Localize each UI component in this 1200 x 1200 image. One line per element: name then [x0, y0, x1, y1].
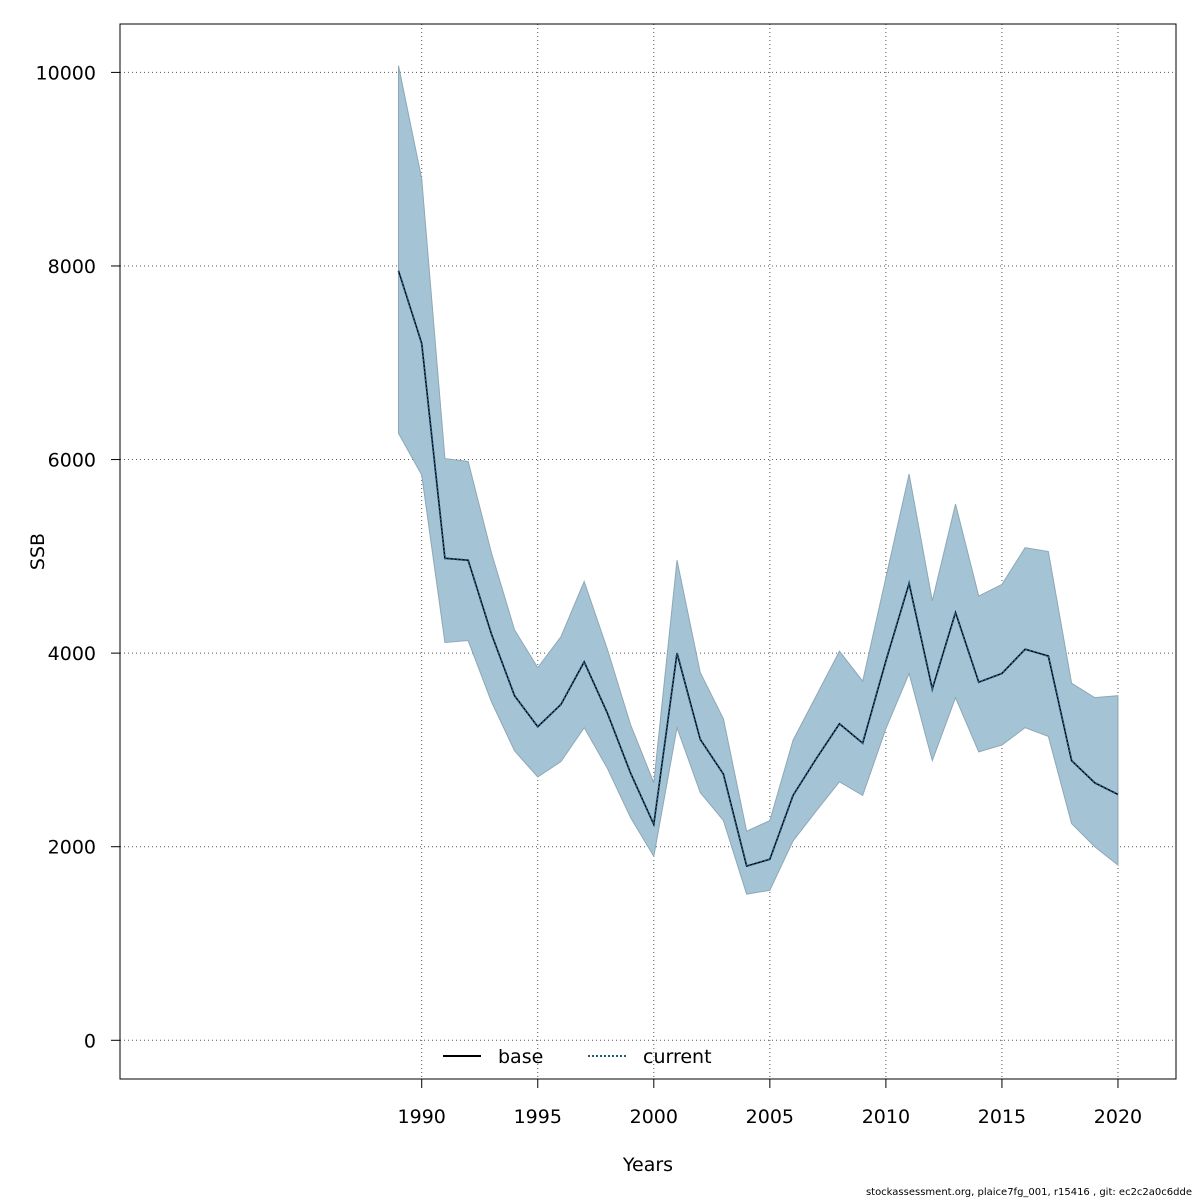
x-tick-label-1995: 1995 — [514, 1106, 562, 1128]
legend: base current — [443, 1046, 712, 1068]
grid-lines — [120, 24, 1176, 1079]
plot-frame — [119, 23, 1177, 1080]
y-tick-label-4000: 4000 — [48, 643, 96, 665]
confidence-band — [398, 65, 1119, 895]
legend-label-base: base — [498, 1046, 543, 1068]
x-tick-label-2000: 2000 — [630, 1106, 678, 1128]
confidence-band-layer — [398, 65, 1119, 895]
series-line-base — [397, 270, 1119, 868]
x-axis-title: Years — [622, 1154, 673, 1176]
footer-note: stockassessment.org, plaice7fg_001, r154… — [865, 1187, 1192, 1198]
series-lines — [397, 270, 1119, 868]
y-tick-label-10000: 10000 — [36, 62, 96, 84]
y-tick-label-0: 0 — [84, 1030, 96, 1052]
y-tick-label-2000: 2000 — [48, 837, 96, 859]
y-tick-label-8000: 8000 — [48, 256, 96, 278]
legend-label-current: current — [643, 1046, 712, 1068]
y-axis-title: SSB — [27, 533, 49, 570]
x-tick-label-2020: 2020 — [1094, 1106, 1142, 1128]
x-tick-label-2015: 2015 — [978, 1106, 1026, 1128]
x-tick-label-1990: 1990 — [398, 1106, 446, 1128]
x-tick-label-2010: 2010 — [862, 1106, 910, 1128]
x-axis-ticks: 1990 1995 2000 2005 2010 2015 2020 — [398, 1079, 1142, 1128]
y-axis-ticks: 0 2000 4000 6000 8000 10000 — [36, 62, 120, 1052]
series-line-current — [397, 270, 1119, 868]
y-tick-label-6000: 6000 — [48, 450, 96, 472]
x-tick-label-2005: 2005 — [746, 1106, 794, 1128]
